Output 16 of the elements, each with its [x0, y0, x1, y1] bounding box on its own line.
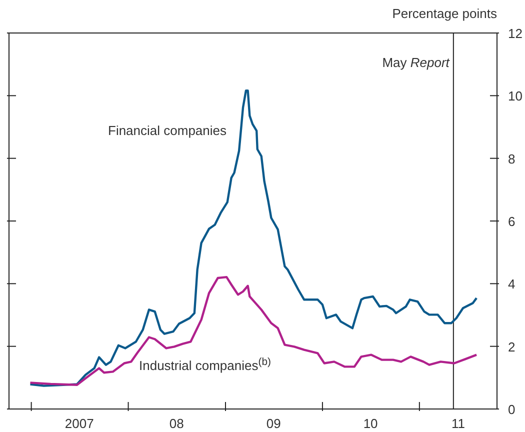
ref-line-label: May Report	[382, 55, 451, 70]
x-tick-label: 2007	[64, 416, 94, 431]
series-label: Industrial companies$^{(b)}$	[139, 356, 271, 373]
y-tick-label: 8	[508, 151, 516, 166]
series-label: Financial companies	[108, 123, 228, 138]
y-axis-title: Percentage points	[391, 6, 498, 21]
y-tick-label: 2	[508, 339, 516, 354]
x-tick-label: 09	[266, 416, 281, 431]
y-tick-label: 0	[508, 402, 516, 417]
x-tick-label: 11	[451, 416, 465, 431]
y-tick-label: 6	[508, 214, 516, 229]
x-tick-label: 08	[169, 416, 184, 431]
x-tick-label: 10	[363, 416, 378, 431]
y-tick-label: 4	[508, 276, 516, 292]
y-tick-label: 10	[508, 88, 522, 104]
y-tick-label: 12	[508, 26, 522, 41]
